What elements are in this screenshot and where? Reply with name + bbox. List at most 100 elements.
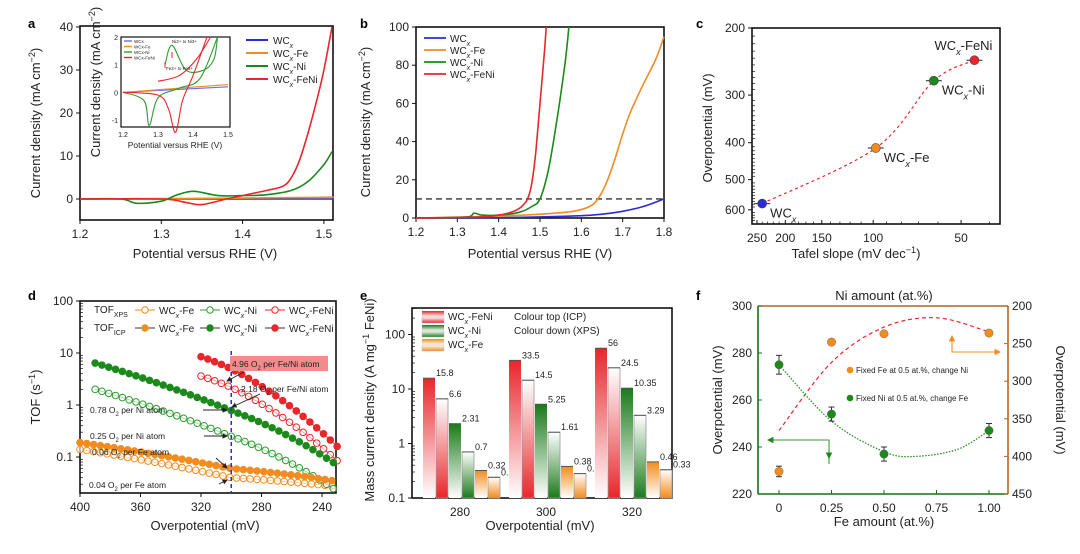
data-point: [294, 471, 302, 480]
data-point: [125, 395, 133, 404]
left-axis-arrow: [766, 436, 830, 464]
x-tick-label: 360: [130, 500, 150, 514]
legend-marker: [271, 306, 279, 314]
data-point: [159, 381, 167, 389]
bar-value-label: 0.7: [475, 442, 488, 452]
y-tick-label: 280: [732, 346, 752, 360]
series-line-WCx-Ni: [79, 151, 333, 205]
annotation-arrow: [231, 393, 261, 408]
data-point: [275, 427, 283, 435]
legend-entry: WCx-FeNi: [448, 312, 493, 326]
data-point: [244, 374, 253, 383]
y-tick-label: 1: [66, 398, 73, 412]
data-point: [285, 401, 294, 410]
legend-entry: WCx-Ni: [224, 306, 257, 320]
inset-y-tick-label: 1: [114, 63, 118, 70]
bar-WCx-FeNi (XPS): [607, 367, 621, 499]
data-point: [186, 416, 195, 425]
y-tick-label: 400: [725, 136, 745, 150]
x-axis-label: Tafel slope (mV dec−1): [792, 245, 921, 261]
data-point: [137, 456, 146, 464]
data-point: [213, 401, 222, 410]
bar-value-label: 15.8: [436, 368, 454, 378]
bar-WCx-Ni (ICP): [621, 388, 633, 498]
panel-label-e: e: [360, 288, 367, 303]
annotation-label: 4.96 O2 per Fe/Ni atom: [232, 359, 319, 372]
data-point: [239, 465, 248, 474]
data-point: [261, 446, 270, 455]
x-tick-label: 300: [536, 505, 556, 519]
x-tick-label: 1.7: [614, 225, 631, 239]
bar-value-label: 5.25: [548, 394, 566, 404]
y-tick-label: 100: [389, 20, 409, 34]
legend-swatch: [422, 339, 444, 345]
inset-legend-entry: WCx-Fe: [134, 45, 151, 50]
panel-e: 0.1 1 10 100 280 300 320 Overpotential (mV) Mass…: [361, 298, 691, 533]
data-point: [879, 329, 889, 339]
plot-frame: [751, 27, 1001, 225]
data-point: [312, 424, 321, 432]
data-point: [272, 392, 280, 400]
data-point: [261, 420, 270, 429]
data-point: [234, 409, 242, 417]
data-point: [98, 387, 106, 396]
data-point: [329, 458, 338, 467]
data-point: [171, 462, 180, 471]
panel-label-d: d: [28, 288, 36, 303]
y-axis-label: Mass current density (A mg−1 FeNi): [361, 298, 377, 501]
data-point: [307, 473, 316, 482]
trend-line: [761, 59, 975, 205]
data-point: [178, 455, 186, 464]
data-point: [251, 396, 260, 405]
inset-y-axis-label: Current density (mA cm−2): [87, 7, 103, 158]
bar-value-label: 0.38: [574, 456, 592, 466]
data-point: [198, 467, 207, 476]
legend-entry: WCx-FeNi: [273, 75, 318, 89]
x-tick-label: 250: [747, 231, 767, 245]
data-point: [207, 398, 215, 407]
legend-entry: WCx-Fe: [159, 324, 195, 338]
inset-series-line-WCx-Ni: [164, 36, 219, 74]
y2-tick-label: 350: [1012, 412, 1032, 426]
legend-swatch: [421, 316, 445, 324]
data-point: [234, 435, 242, 443]
data-point: [191, 457, 200, 466]
legend-entry: WCx-Ni: [224, 324, 257, 338]
panel-label-f: f: [696, 288, 701, 303]
right-axis-arrow: [951, 336, 1002, 356]
y-tick-label: 0: [66, 192, 73, 206]
panel-label-a: a: [28, 16, 36, 31]
data-point: [299, 428, 307, 437]
data-point: [312, 439, 321, 447]
data-point: [251, 378, 260, 387]
legend-swatch: [421, 330, 445, 338]
legend-marker: [846, 366, 854, 374]
bar-value-label: 24.5: [621, 358, 639, 368]
y2-tick-label: 300: [1012, 374, 1032, 388]
x-tick-label: 280: [251, 500, 271, 514]
bar-WCx-FeNi (XPS): [521, 379, 535, 499]
data-point: [827, 337, 836, 347]
data-point: [299, 412, 307, 421]
x-tick-label: 1.00: [977, 501, 1001, 515]
y-tick-label: 600: [725, 203, 745, 217]
data-point: [241, 437, 249, 446]
inset-series-line-WCx-FeNi: [157, 36, 211, 82]
y-tick-label: 500: [725, 173, 745, 187]
annotation-arrow: [226, 371, 245, 382]
data-point: [268, 423, 276, 432]
data-point: [827, 409, 836, 419]
legend-entry: WCx-FeNi: [450, 70, 495, 84]
x-tick-label: 240: [312, 500, 332, 514]
data-point: [200, 421, 208, 430]
y-tick-label: 10: [60, 149, 74, 163]
data-point: [984, 328, 994, 338]
x-axis-label: Potential versus RHE (V): [468, 246, 613, 261]
legend-marker: [846, 394, 854, 402]
y-tick-label: 40: [396, 135, 410, 149]
top-axis-label: Ni amount (at.%): [835, 288, 933, 303]
data-point: [246, 475, 254, 483]
data-point: [145, 376, 154, 385]
data-point: [254, 443, 263, 452]
x-tick-label: 50: [954, 231, 968, 245]
